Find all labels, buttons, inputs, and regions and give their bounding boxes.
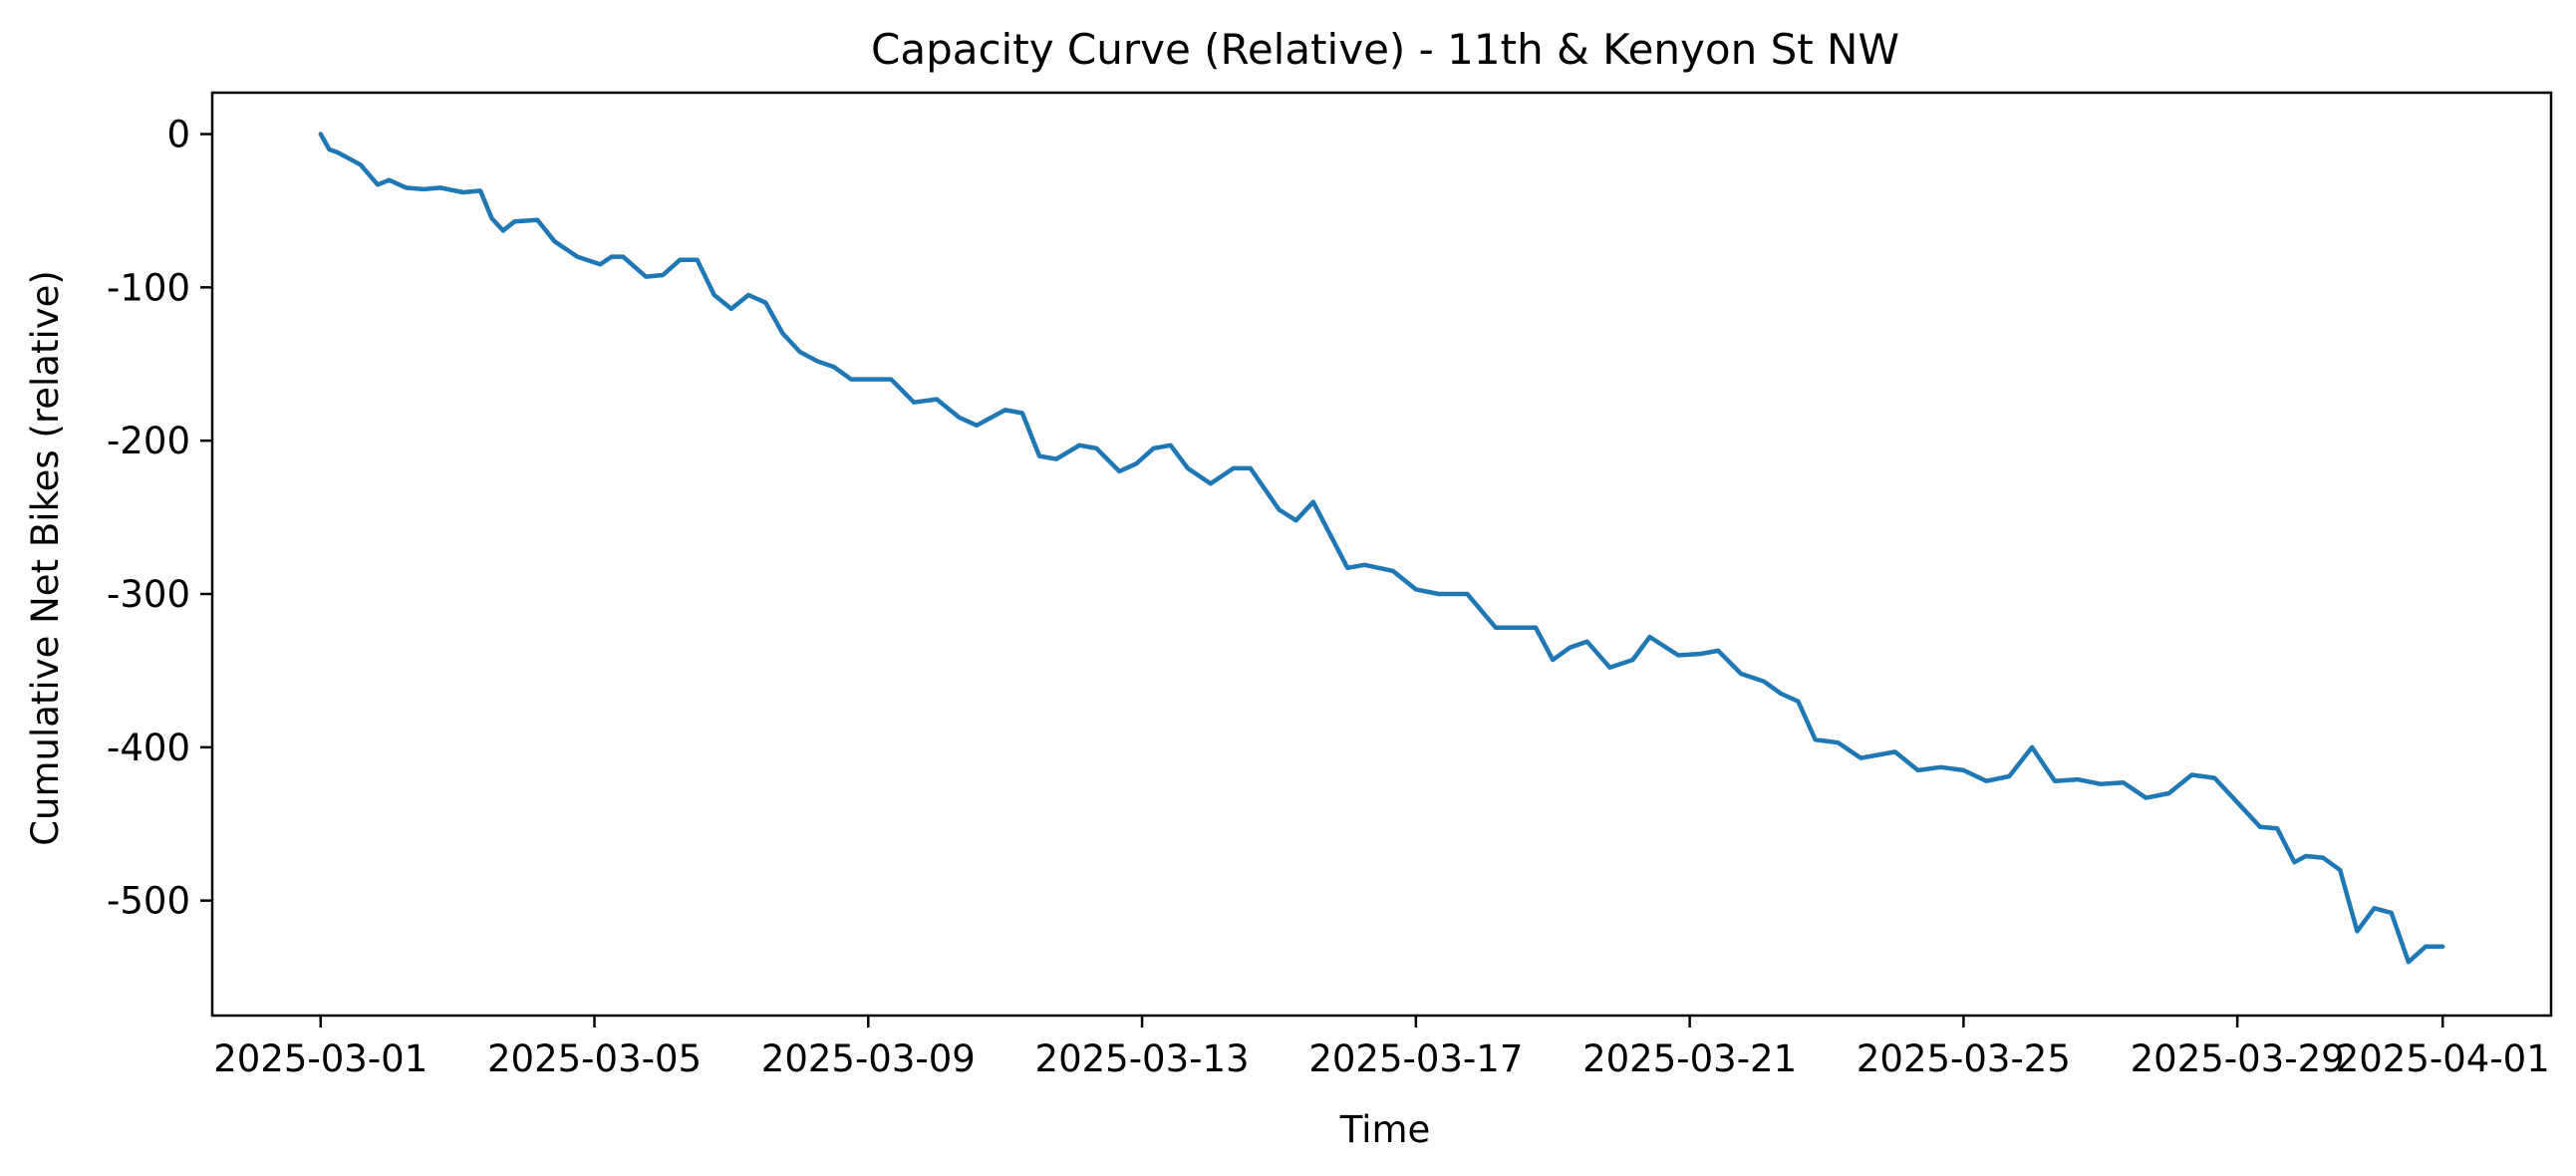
plot-area: 2025-03-01 2025-03-05 2025-03-09 2025-03-13… bbox=[107, 91, 2553, 1080]
x-tick-label: 2025-03-13 bbox=[1035, 1037, 1250, 1080]
x-tick-label: 2025-03-29 bbox=[2131, 1037, 2345, 1080]
series-line-0 bbox=[318, 132, 2445, 965]
x-axis-label: Time bbox=[1339, 1108, 1431, 1151]
x-tick-label: 2025-03-01 bbox=[213, 1037, 428, 1080]
y-tick-label: 0 bbox=[166, 114, 190, 156]
y-tick-label: -300 bbox=[107, 573, 190, 616]
y-tick-label: -100 bbox=[107, 266, 190, 309]
axes-frame bbox=[210, 91, 2553, 1018]
x-tick-label: 2025-03-17 bbox=[1308, 1037, 1523, 1080]
x-tick-label: 2025-03-09 bbox=[761, 1037, 976, 1080]
y-tick-label: -200 bbox=[107, 420, 190, 462]
x-tick-label: 2025-04-01 bbox=[2336, 1037, 2550, 1080]
y-axis-label: Cumulative Net Bikes (relative) bbox=[24, 270, 67, 846]
y-tick-label: -400 bbox=[107, 727, 190, 769]
x-tick-label: 2025-03-25 bbox=[1857, 1037, 2071, 1080]
x-tick-label: 2025-03-05 bbox=[487, 1037, 702, 1080]
y-tick-label: -500 bbox=[107, 880, 190, 923]
chart-title: Capacity Curve (Relative) - 11th & Kenyo… bbox=[871, 25, 1899, 74]
x-tick-label: 2025-03-21 bbox=[1582, 1037, 1797, 1080]
